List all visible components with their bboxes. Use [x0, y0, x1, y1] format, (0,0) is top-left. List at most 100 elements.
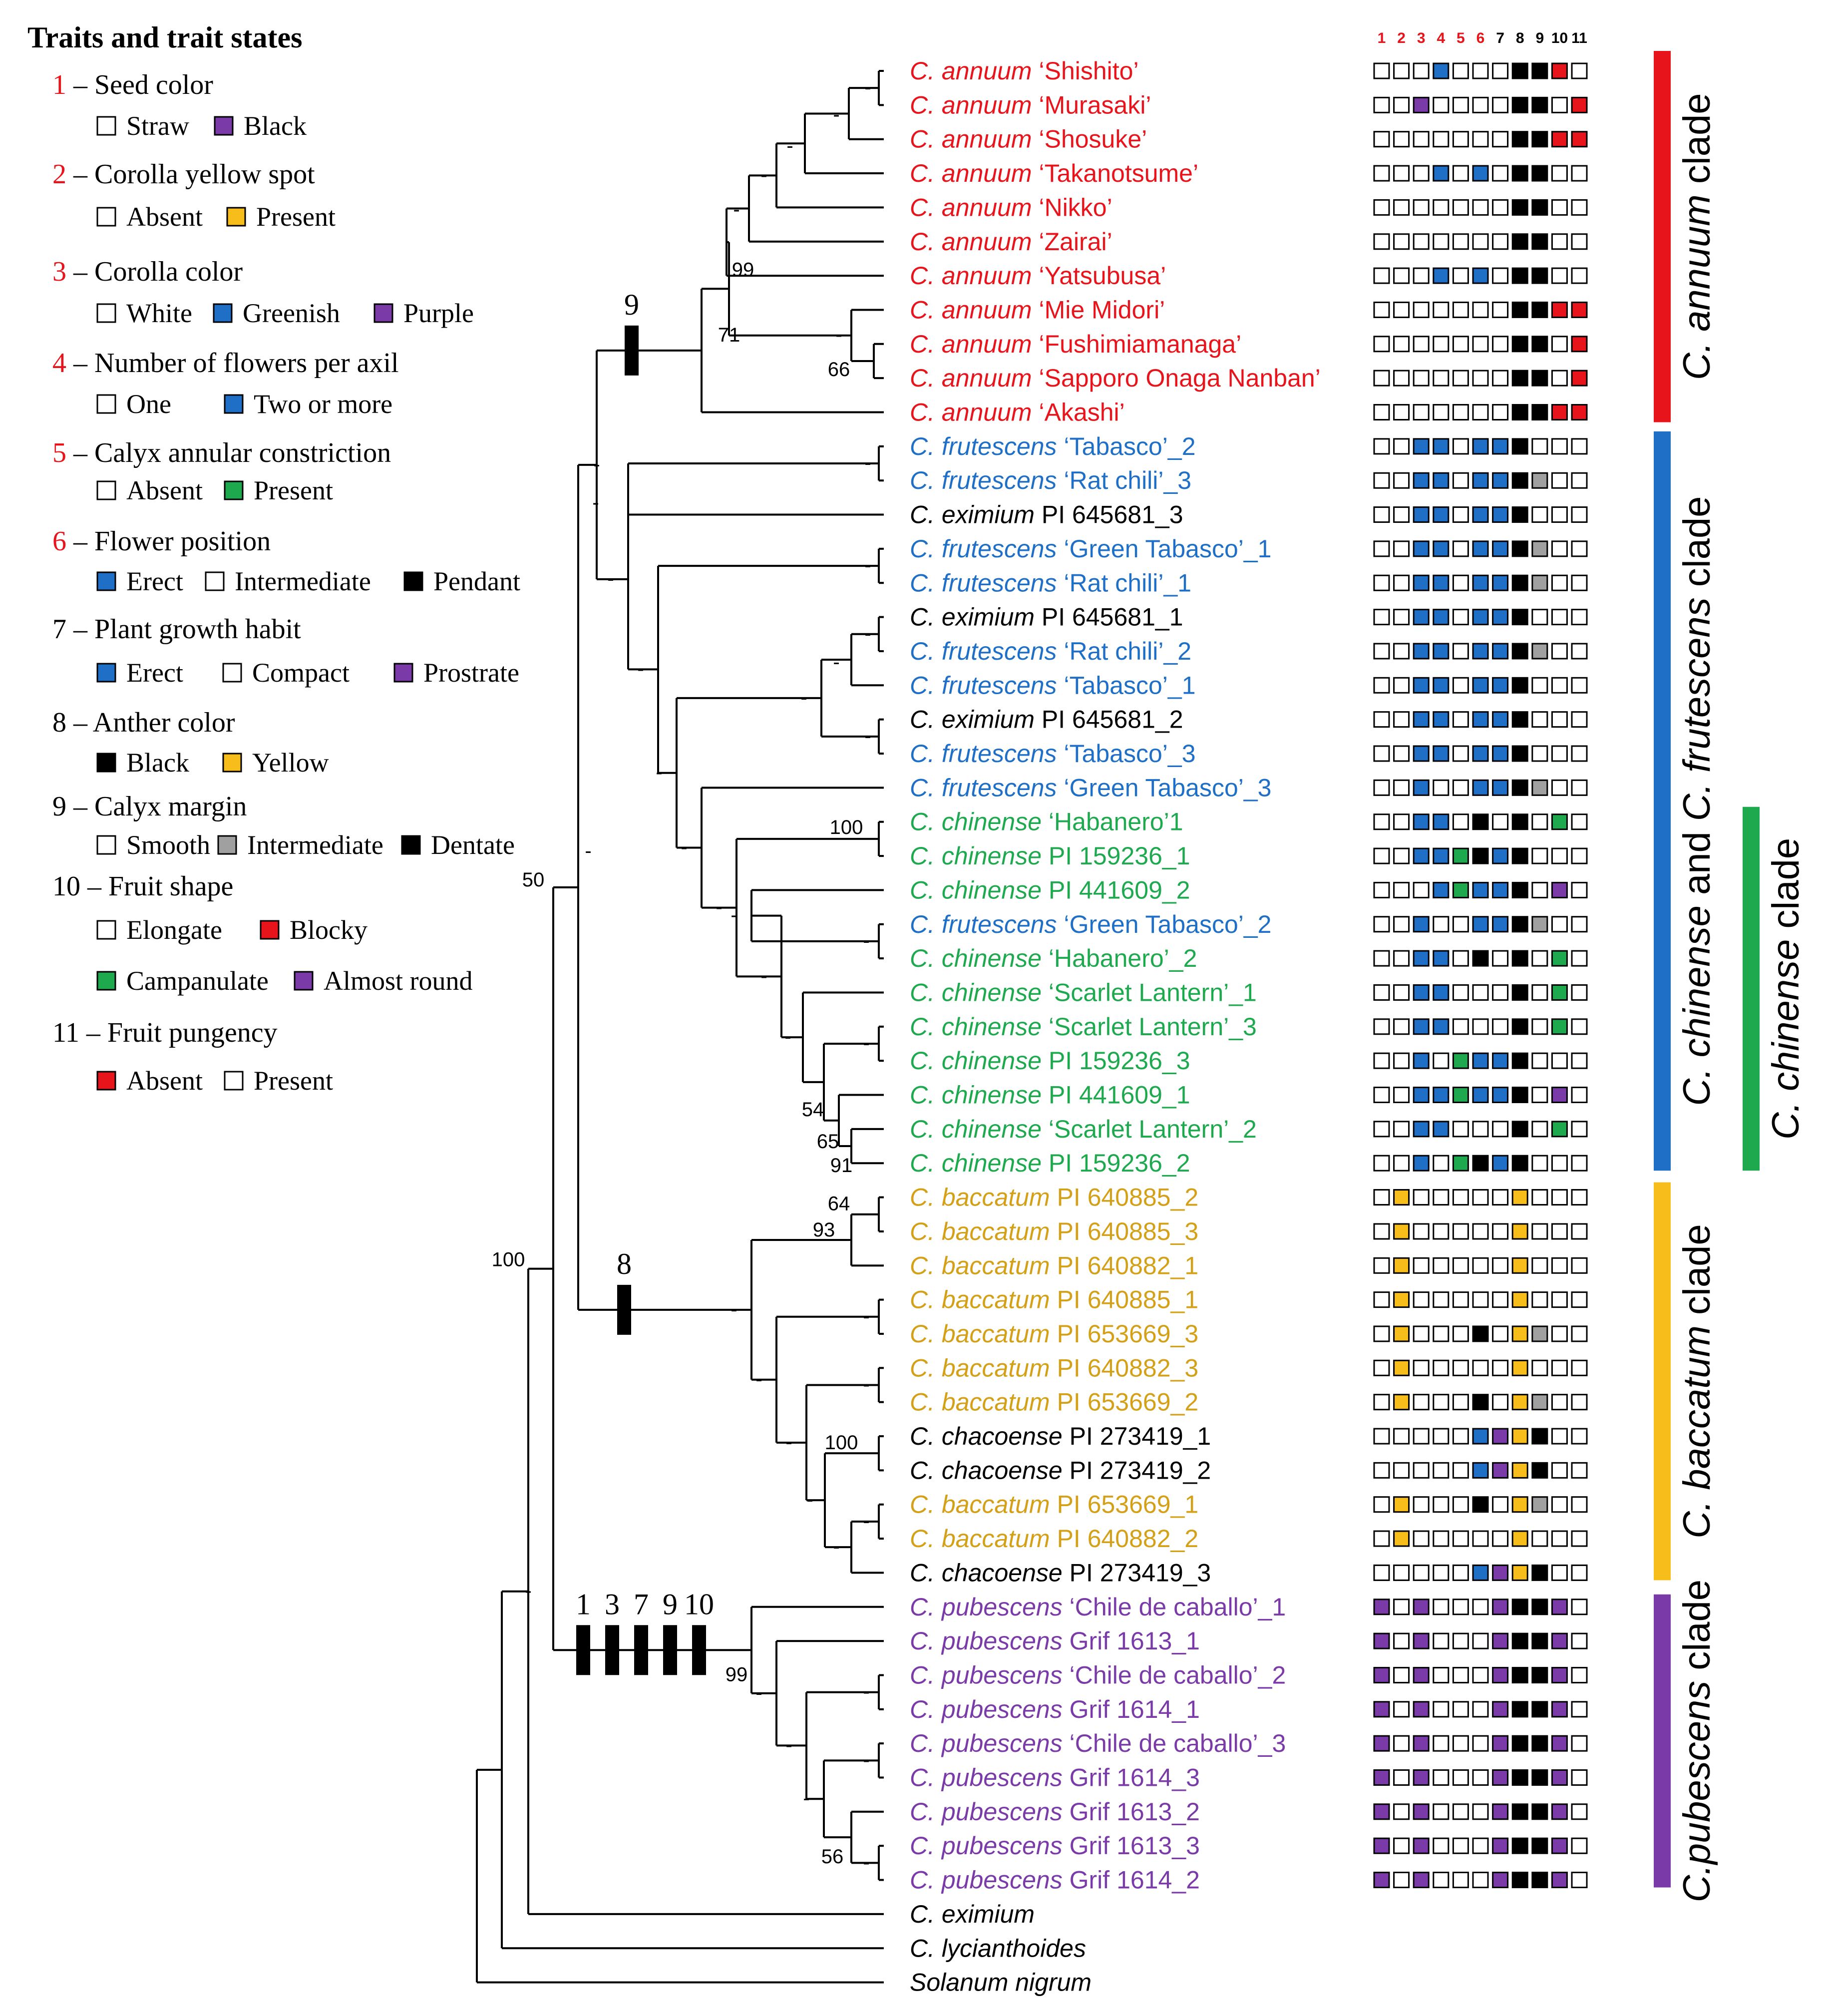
matrix-cell [1433, 370, 1450, 387]
matrix-cell [1511, 1155, 1528, 1172]
taxon-genus: C. eximium [910, 603, 1035, 631]
matrix-cell [1492, 779, 1509, 796]
matrix-cell [1472, 643, 1489, 660]
matrix-cell [1373, 370, 1390, 387]
taxon-epithet: PI 640882_3 [1050, 1354, 1199, 1382]
matrix-cell [1373, 1666, 1390, 1683]
matrix-cell [1492, 1735, 1509, 1752]
matrix-cell [1452, 711, 1469, 728]
taxon-label: C. pubescens Grif 1614_2 [910, 1866, 1200, 1894]
matrix-cell [1531, 1155, 1548, 1172]
matrix-cell [1492, 199, 1509, 216]
matrix-cell [1531, 96, 1548, 113]
taxon-genus: C. chinense [910, 978, 1042, 1006]
matrix-cell [1452, 131, 1469, 148]
matrix-cell [1393, 813, 1410, 830]
matrix-cell [1472, 984, 1489, 1001]
matrix-cell [1452, 1155, 1469, 1172]
support-value: 100 [492, 1249, 525, 1271]
legend-title: Traits and trait states [27, 21, 303, 54]
state-label: Absent [126, 202, 203, 232]
matrix-cell [1373, 540, 1390, 557]
matrix-cell [1551, 336, 1568, 353]
matrix-cell [1373, 472, 1390, 489]
matrix-cell [1551, 1325, 1568, 1342]
clade-label: C. chinense clade [1765, 838, 1807, 1140]
matrix-cell [1373, 1462, 1390, 1479]
support-value: 99 [726, 1663, 748, 1685]
matrix-cell [1492, 267, 1509, 284]
state-label: Black [126, 748, 189, 778]
taxon-genus: C. chacoense [910, 1422, 1063, 1450]
matrix-cell [1452, 1530, 1469, 1547]
matrix-cell [1433, 711, 1450, 728]
state-label: Erect [126, 658, 183, 688]
taxon-genus: C. baccatum [910, 1286, 1050, 1314]
matrix-cell [1393, 1087, 1410, 1103]
matrix-cell [1511, 1257, 1528, 1274]
matrix-cell [1433, 1803, 1450, 1820]
taxon-label: C. baccatum PI 653669_2 [910, 1388, 1198, 1416]
matrix-cell [1551, 1701, 1568, 1718]
matrix-cell [1551, 1666, 1568, 1683]
matrix-cell [1472, 1872, 1489, 1889]
taxon-epithet: Grif 1614_1 [1063, 1695, 1200, 1723]
matrix-cell [1511, 574, 1528, 591]
matrix-cell [1413, 881, 1430, 898]
matrix-cell [1492, 1121, 1509, 1138]
state-swatch [373, 303, 393, 323]
matrix-cell [1531, 438, 1548, 455]
taxon-epithet: ‘Mie Midori’ [1032, 296, 1165, 324]
clade-label-italic: C. chinense [1676, 905, 1718, 1106]
matrix-cell [1433, 540, 1450, 557]
matrix-cell [1492, 506, 1509, 523]
matrix-cell [1472, 233, 1489, 250]
matrix-cell [1551, 847, 1568, 864]
matrix-cell [1531, 370, 1548, 387]
matrix-cell [1433, 1530, 1450, 1547]
matrix-cell [1571, 1496, 1588, 1513]
matrix-cell [1472, 1837, 1489, 1854]
state-label: Dentate [431, 830, 515, 860]
state-label: Compact [252, 658, 350, 688]
matrix-cell [1492, 574, 1509, 591]
matrix-cell [1531, 199, 1548, 216]
matrix-cell [1571, 1769, 1588, 1786]
matrix-cell [1472, 1769, 1489, 1786]
taxon-genus: C. frutescens [910, 535, 1057, 563]
matrix-cell [1393, 1872, 1410, 1889]
taxon-epithet: PI 645681_2 [1035, 706, 1183, 734]
matrix-cell [1393, 950, 1410, 967]
trait-number: 10 [52, 871, 80, 902]
state-swatch [403, 571, 423, 591]
matrix-cell [1531, 1462, 1548, 1479]
matrix-cell [1472, 1666, 1489, 1683]
support-value: - [864, 725, 871, 747]
matrix-cell [1571, 950, 1588, 967]
matrix-cell [1571, 1872, 1588, 1889]
matrix-cell [1433, 1291, 1450, 1308]
matrix-cell [1571, 779, 1588, 796]
taxon-label: C. baccatum PI 640882_2 [910, 1525, 1198, 1553]
apomorphy-pubescens-label: 10 [684, 1588, 714, 1620]
state-swatch [260, 920, 280, 940]
matrix-cell [1413, 438, 1430, 455]
matrix-cell [1492, 643, 1509, 660]
support-value: - [803, 1787, 809, 1809]
matrix-cell [1571, 1018, 1588, 1035]
trait-name: – Flower position [66, 526, 271, 557]
matrix-cell [1393, 1325, 1410, 1342]
matrix-cell [1531, 1223, 1548, 1240]
matrix-cell [1571, 1052, 1588, 1069]
trait-number: 9 [52, 791, 66, 822]
matrix-cell [1373, 574, 1390, 591]
taxon-genus: C. baccatum [910, 1251, 1050, 1279]
matrix-cell [1393, 165, 1410, 182]
state-label: Prostrate [423, 658, 519, 688]
matrix-cell [1472, 1462, 1489, 1479]
taxon-label: C. annuum ‘Akashi’ [910, 399, 1125, 426]
matrix-cell [1551, 779, 1568, 796]
taxon-epithet: PI 640882_2 [1050, 1525, 1199, 1553]
apomorphy-pubescens-bar [605, 1625, 619, 1675]
matrix-cell [1472, 1632, 1489, 1649]
